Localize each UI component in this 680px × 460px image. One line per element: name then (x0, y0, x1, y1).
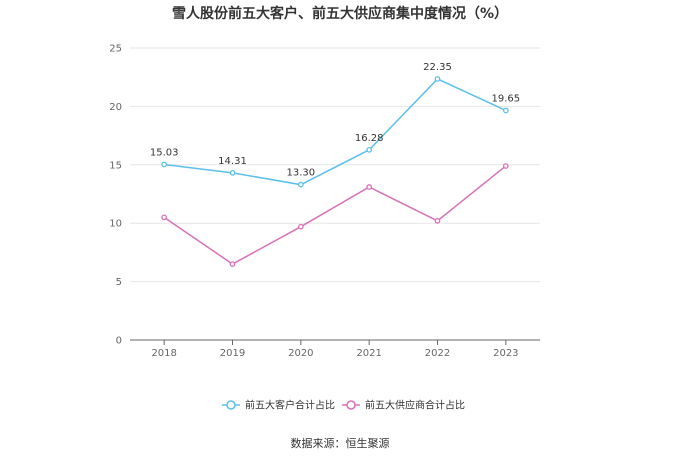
data-point[interactable] (229, 170, 236, 176)
legend-item-1[interactable]: 前五大客户合计占比 (222, 399, 335, 412)
legend-label: 前五大供应商合计占比 (365, 399, 465, 412)
x-tick-label: 2018 (151, 348, 176, 359)
data-label: 13.30 (287, 168, 316, 179)
data-label: 19.65 (492, 93, 521, 104)
data-point[interactable] (161, 161, 168, 168)
data-label: 16.28 (355, 133, 384, 144)
x-tick-label: 2022 (425, 348, 450, 359)
data-label: 22.35 (423, 62, 452, 73)
y-axis-ticks: 0 5 10 15 20 25 (109, 44, 122, 347)
data-label: 14.31 (218, 156, 247, 167)
series-2 (161, 163, 509, 267)
data-label: 15.03 (150, 147, 179, 158)
x-axis-ticks: 2018 2019 2020 2021 2022 2023 (151, 348, 518, 359)
x-tick-label: 2023 (493, 348, 518, 359)
series-line (163, 165, 507, 265)
series-1: 15.03 14.31 13.30 16.28 22.35 19.65 (150, 62, 521, 188)
legend-label: 前五大客户合计占比 (245, 399, 335, 412)
data-point[interactable] (229, 261, 236, 267)
series-line (164, 78, 507, 186)
chart-title: 雪人股份前五大客户、前五大供应商集中度情况（%） (172, 5, 508, 22)
data-source: 数据来源：恒生聚源 (291, 436, 390, 450)
data-point[interactable] (502, 107, 509, 114)
axes (130, 339, 540, 345)
data-point[interactable] (161, 214, 168, 221)
legend-swatch-marker (226, 400, 236, 410)
legend-swatch-marker (346, 400, 356, 410)
y-tick-label: 15 (109, 160, 122, 171)
y-tick-label: 10 (109, 219, 122, 230)
grid-lines (130, 47, 540, 283)
y-tick-label: 0 (116, 336, 122, 347)
x-tick-label: 2021 (356, 348, 381, 359)
data-point[interactable] (502, 163, 509, 169)
legend-item-2[interactable]: 前五大供应商合计占比 (342, 399, 465, 412)
y-tick-label: 5 (116, 277, 122, 288)
y-tick-label: 25 (109, 44, 122, 55)
data-point[interactable] (297, 181, 304, 188)
data-point[interactable] (366, 146, 373, 153)
data-point[interactable] (434, 218, 441, 224)
data-point[interactable] (434, 76, 441, 82)
x-tick-label: 2019 (220, 348, 245, 359)
series-group: 15.03 14.31 13.30 16.28 22.35 19.65 (150, 62, 521, 267)
data-point[interactable] (366, 184, 373, 190)
x-tick-label: 2020 (288, 348, 313, 359)
y-tick-label: 20 (109, 102, 122, 113)
data-point[interactable] (297, 223, 304, 230)
legend: 前五大客户合计占比 前五大供应商合计占比 (222, 399, 465, 412)
